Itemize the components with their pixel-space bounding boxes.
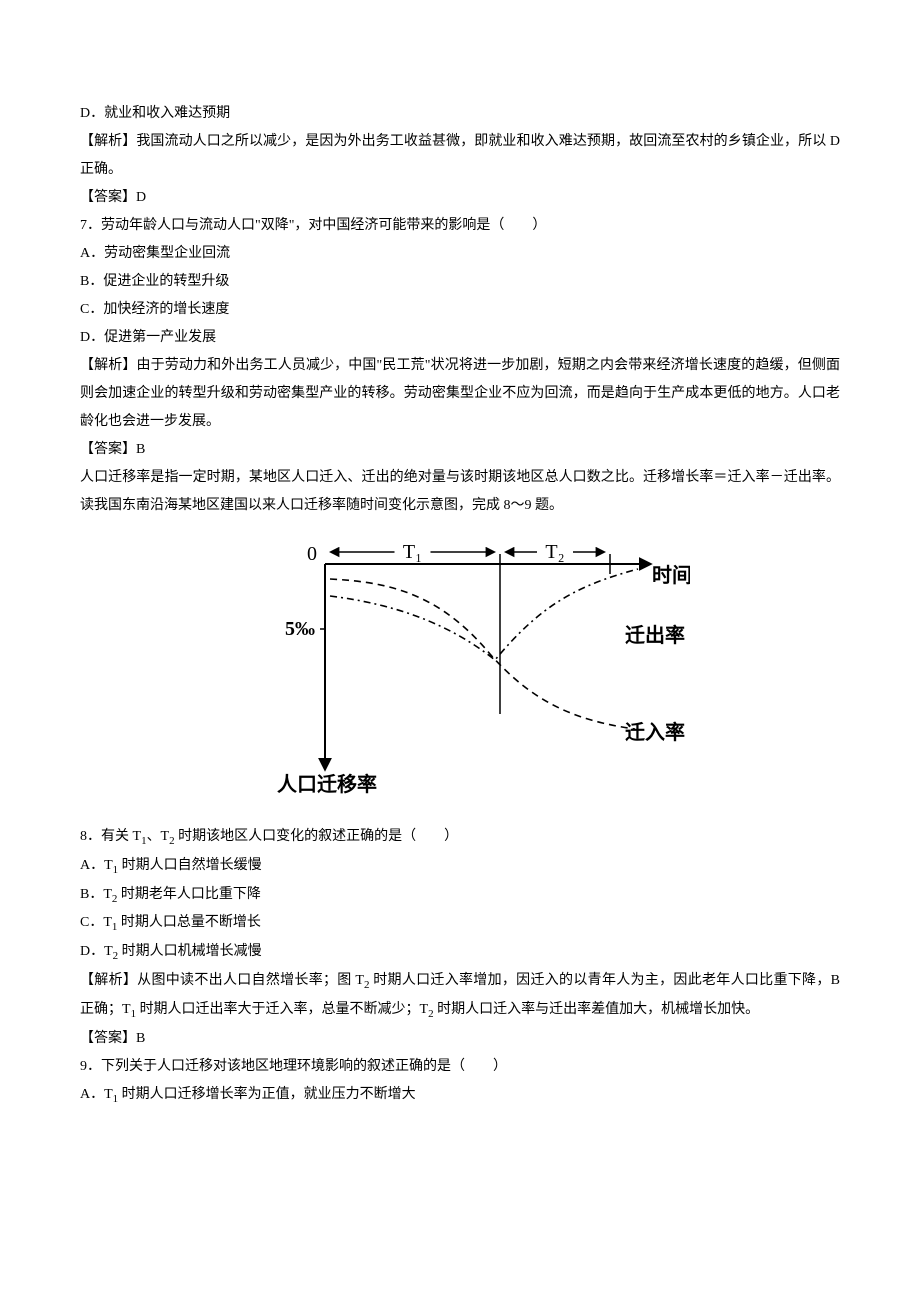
option-c-q7: C．加快经济的增长速度 <box>80 296 840 324</box>
svg-text:人口迁移率: 人口迁移率 <box>277 772 377 794</box>
q8ana-seg-c: 时期人口迁出率大于迁入率，总量不断减少；T <box>136 1002 428 1017</box>
option-d-q6: D．就业和收入难达预期 <box>80 100 840 128</box>
option-b-q7: B．促进企业的转型升级 <box>80 268 840 296</box>
q8ana-seg-a: 【解析】从图中读不出人口自然增长率；图 T <box>80 973 364 988</box>
answer-q8: 【答案】B <box>80 1025 840 1053</box>
q8d-seg-b: 时期人口机械增长减慢 <box>118 944 262 959</box>
svg-text:时间: 时间 <box>652 564 690 587</box>
q8b-seg-a: B．T <box>80 887 112 902</box>
svg-text:迁出率: 迁出率 <box>625 623 685 647</box>
option-c-q8: C．T1 时期人口总量不断增长 <box>80 909 840 938</box>
option-a-q8: A．T1 时期人口自然增长缓慢 <box>80 852 840 881</box>
option-b-q8: B．T2 时期老年人口比重下降 <box>80 881 840 910</box>
svg-text:0: 0 <box>307 543 317 565</box>
question-9: 9．下列关于人口迁移对该地区地理环境影响的叙述正确的是（ ） <box>80 1053 840 1081</box>
q8-seg-b: 、T <box>147 829 170 844</box>
q8c-seg-a: C．T <box>80 915 112 930</box>
option-a-q9: A．T1 时期人口迁移增长率为正值，就业压力不断增大 <box>80 1081 840 1110</box>
document-page: D．就业和收入难达预期 【解析】我国流动人口之所以减少，是因为外出务工收益甚微，… <box>0 0 920 1169</box>
answer-q6: 【答案】D <box>80 184 840 212</box>
question-8: 8．有关 T1、T2 时期该地区人口变化的叙述正确的是（ ） <box>80 823 840 852</box>
svg-text:5‰: 5‰ <box>285 618 315 640</box>
q8b-seg-b: 时期老年人口比重下降 <box>117 887 261 902</box>
option-d-q8: D．T2 时期人口机械增长减慢 <box>80 938 840 967</box>
migration-rate-chart: 0 T₁ T₂ 时间 5‰ 人口迁移率 迁出率迁入率 <box>80 534 840 805</box>
svg-text:T₂: T₂ <box>545 541 564 563</box>
svg-text:迁入率: 迁入率 <box>625 720 685 744</box>
q8-seg-a: 8．有关 T <box>80 829 141 844</box>
q8ana-seg-d: 时期人口迁入率与迁出率差值加大，机械增长加快。 <box>434 1002 760 1017</box>
q8c-seg-b: 时期人口总量不断增长 <box>117 915 261 930</box>
q9a-seg-a: A．T <box>80 1087 113 1102</box>
answer-q7: 【答案】B <box>80 436 840 464</box>
analysis-q7: 【解析】由于劳动力和外出务工人员减少，中国"民工荒"状况将进一步加剧，短期之内会… <box>80 352 840 436</box>
analysis-q8: 【解析】从图中读不出人口自然增长率；图 T2 时期人口迁入率增加，因迁入的以青年… <box>80 967 840 1025</box>
q8-seg-c: 时期该地区人口变化的叙述正确的是（ ） <box>175 829 459 844</box>
option-a-q7: A．劳动密集型企业回流 <box>80 240 840 268</box>
q8a-seg-a: A．T <box>80 858 113 873</box>
analysis-q6: 【解析】我国流动人口之所以减少，是因为外出务工收益甚微，即就业和收入难达预期，故… <box>80 128 840 184</box>
svg-text:T₁: T₁ <box>403 541 422 563</box>
option-d-q7: D．促进第一产业发展 <box>80 324 840 352</box>
q8a-seg-b: 时期人口自然增长缓慢 <box>118 858 262 873</box>
question-7: 7．劳动年龄人口与流动人口"双降"，对中国经济可能带来的影响是（ ） <box>80 212 840 240</box>
q9a-seg-b: 时期人口迁移增长率为正值，就业压力不断增大 <box>118 1087 416 1102</box>
chart-svg: 0 T₁ T₂ 时间 5‰ 人口迁移率 迁出率迁入率 <box>230 534 690 794</box>
stem-8-9: 人口迁移率是指一定时期，某地区人口迁入、迁出的绝对量与该时期该地区总人口数之比。… <box>80 464 840 520</box>
q8d-seg-a: D．T <box>80 944 113 959</box>
